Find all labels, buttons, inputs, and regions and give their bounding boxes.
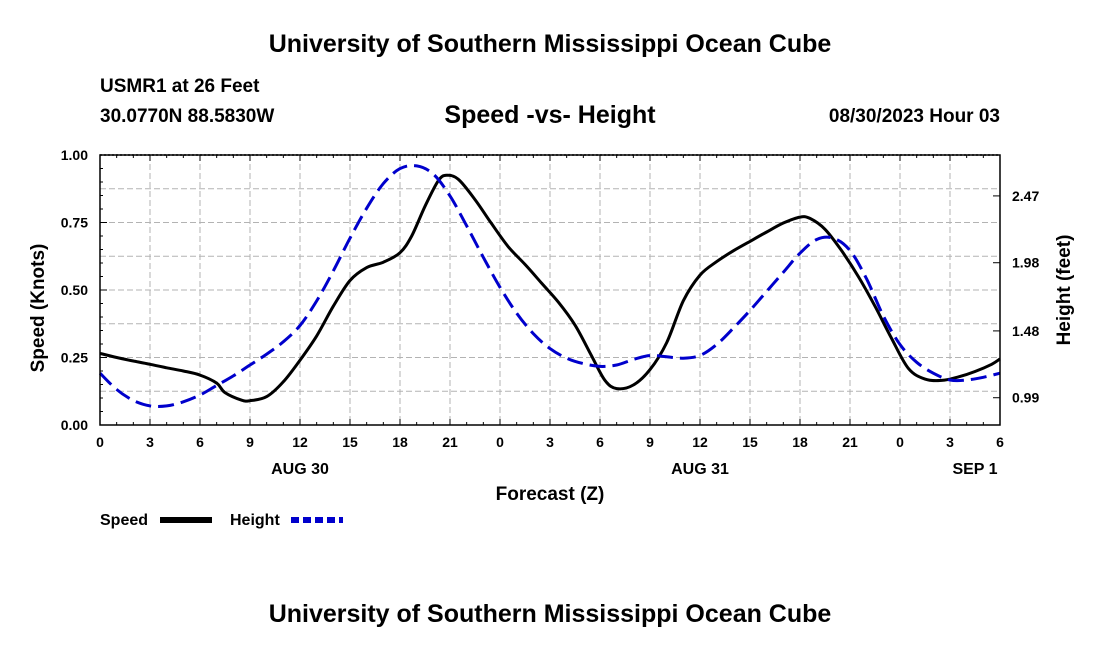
page-footer-title: University of Southern Mississippi Ocean… xyxy=(268,600,832,628)
x-tick-label: 3 xyxy=(546,434,554,450)
y-right-tick-label: 2.47 xyxy=(1012,188,1039,204)
legend-label-height: Height xyxy=(230,512,280,529)
y-right-tick-label: 1.48 xyxy=(1012,323,1039,339)
x-tick-label: 18 xyxy=(792,434,808,450)
y-left-tick-label: 0.00 xyxy=(61,417,88,433)
y-left-tick-label: 0.50 xyxy=(61,282,88,298)
x-tick-label: 0 xyxy=(96,434,104,450)
x-tick-label: 3 xyxy=(146,434,154,450)
legend: Speed Height xyxy=(100,512,343,529)
station-label: USMR1 at 26 Feet xyxy=(100,76,260,97)
date-label: SEP 1 xyxy=(952,461,997,478)
x-tick-label: 0 xyxy=(896,434,904,450)
axes: 0 3 6 9 12 15 18 21 0 3 6 9 12 15 18 21 0 3 6 AUG 30 AUG 31 S… xyxy=(28,147,1075,505)
x-tick-label: 21 xyxy=(842,434,858,450)
y-right-tick-label: 1.98 xyxy=(1012,255,1039,271)
y-left-axis-title: Speed (Knots) xyxy=(28,244,49,373)
date-label: AUG 30 xyxy=(271,461,329,478)
y-left-tick-label: 0.25 xyxy=(61,350,88,366)
x-tick-label: 0 xyxy=(496,434,504,450)
grid xyxy=(100,154,1000,425)
x-tick-label: 18 xyxy=(392,434,408,450)
x-tick-label: 6 xyxy=(996,434,1004,450)
series-group xyxy=(98,164,1001,408)
legend-label-speed: Speed xyxy=(100,512,148,529)
series-line-height xyxy=(98,164,1001,408)
y-right-axis-title: Height (feet) xyxy=(1054,235,1075,346)
x-tick-label: 15 xyxy=(342,434,358,450)
chart-subtitle: Speed -vs- Height xyxy=(444,101,656,129)
x-axis-title: Forecast (Z) xyxy=(496,484,605,505)
series-line-speed xyxy=(99,173,1001,403)
x-tick-label: 6 xyxy=(196,434,204,450)
x-tick-label: 12 xyxy=(692,434,708,450)
x-tick-label: 6 xyxy=(596,434,604,450)
date-label: AUG 31 xyxy=(671,461,729,478)
x-tick-label: 15 xyxy=(742,434,758,450)
y-left-tick-label: 1.00 xyxy=(61,147,88,163)
coordinates-label: 30.0770N 88.5830W xyxy=(100,106,275,127)
y-right-tick-label: 0.99 xyxy=(1012,390,1039,406)
x-tick-label: 3 xyxy=(946,434,954,450)
forecast-datetime: 08/30/2023 Hour 03 xyxy=(828,106,1000,127)
x-tick-label: 9 xyxy=(246,434,254,450)
x-tick-label: 21 xyxy=(442,434,458,450)
y-left-tick-label: 0.75 xyxy=(61,215,88,231)
page-title: University of Southern Mississippi Ocean… xyxy=(268,30,832,58)
x-tick-label: 12 xyxy=(292,434,308,450)
x-tick-label: 9 xyxy=(646,434,654,450)
